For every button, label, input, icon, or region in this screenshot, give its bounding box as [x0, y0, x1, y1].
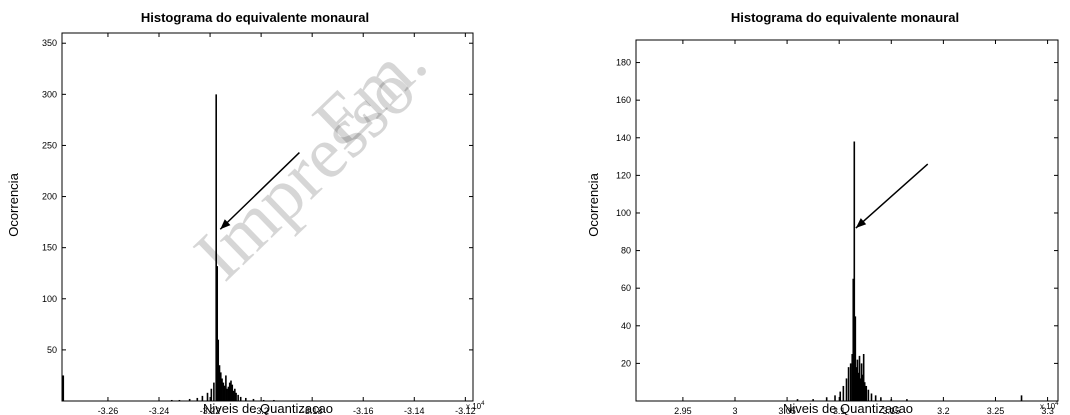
arrow-shaft	[219, 152, 300, 230]
annotation-arrow	[219, 152, 300, 230]
x-tick-label: -3.18	[302, 406, 323, 415]
y-axis-label: Ocorrencia	[586, 172, 601, 236]
histogram-bars	[62, 94, 275, 401]
y-tick-label: 60	[621, 283, 631, 293]
y-tick-label: 200	[42, 192, 57, 202]
x-tick-label: 3	[732, 406, 737, 415]
x-tick-label: -3.12	[455, 406, 476, 415]
plot-frame	[61, 32, 474, 402]
y-tick-label: 150	[42, 243, 57, 253]
x-tick-label: 3.2	[937, 406, 950, 415]
left-histogram: Histograma do equivalente monaural Ocorr…	[6, 10, 485, 415]
y-tick-label: 120	[616, 170, 631, 180]
x-multiplier: x 104	[1040, 401, 1059, 411]
annotation-arrow	[855, 163, 929, 229]
x-axis-label: Niveis de Quantizacao	[783, 401, 913, 415]
y-tick-label: 140	[616, 133, 631, 143]
x-tick-label: 3.15	[883, 406, 901, 415]
plot-frame	[635, 39, 1059, 402]
y-tick-label: 350	[42, 38, 57, 48]
x-tick-label: 3.3	[1041, 406, 1054, 415]
y-tick-label: 180	[616, 58, 631, 68]
x-tick-label: 3.25	[987, 406, 1005, 415]
arrow-head	[855, 218, 867, 229]
y-tick-label: 160	[616, 95, 631, 105]
x-tick-label: -3.16	[353, 406, 374, 415]
x-tick-label: -3.24	[149, 406, 170, 415]
y-tick-label: 80	[621, 246, 631, 256]
y-tick-label: 100	[42, 294, 57, 304]
chart-title: Histograma do equivalente monaural	[731, 10, 959, 25]
x-multiplier: x 104	[466, 401, 485, 411]
x-tick-label: 3.1	[833, 406, 846, 415]
y-axis-label: Ocorrencia	[6, 172, 21, 236]
x-tick-label: -3.22	[200, 406, 221, 415]
y-tick-label: 250	[42, 140, 57, 150]
x-axis-label: Niveis de Quantizacao	[203, 401, 333, 415]
chart-title: Histograma do equivalente monaural	[141, 10, 369, 25]
x-tick-label: -3.26	[98, 406, 119, 415]
axis-ticks: 2.95 3 3.05 3.1 3.15 3.2 3.25 3.3 20 40 60 80 100 120…	[616, 40, 1058, 415]
arrow-shaft	[855, 163, 929, 229]
y-tick-label: 100	[616, 208, 631, 218]
y-tick-label: 50	[47, 345, 57, 355]
x-tick-label: 3.05	[778, 406, 796, 415]
y-tick-label: 300	[42, 89, 57, 99]
axis-ticks: -3.26 -3.24 -3.22 -3.2 -3.18 -3.16 -3.14 -3.12 5…	[42, 33, 476, 415]
x-tick-label: 2.95	[674, 406, 692, 415]
x-tick-label: -3.2	[253, 406, 269, 415]
y-tick-label: 40	[621, 321, 631, 331]
x-tick-label: -3.14	[404, 406, 425, 415]
histogram-bars	[796, 141, 1023, 401]
y-tick-label: 20	[621, 358, 631, 368]
arrow-head	[220, 219, 231, 230]
right-histogram: Histograma do equivalente monaural Ocorr…	[586, 10, 1059, 415]
